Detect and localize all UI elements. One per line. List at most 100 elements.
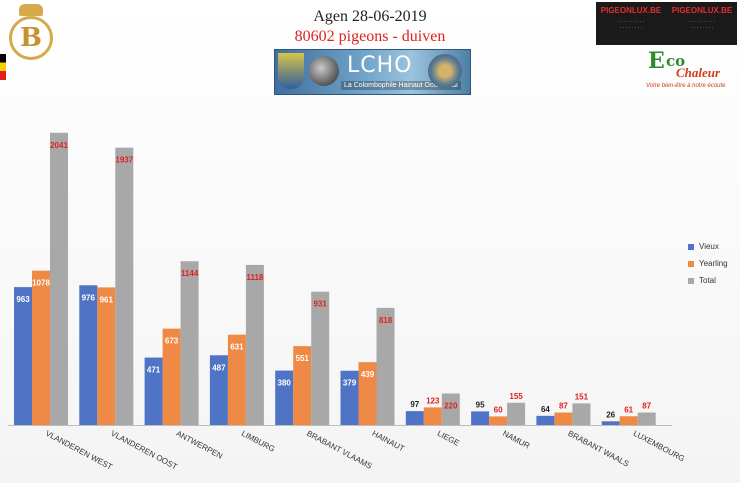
data-label-yearling-antwerpen: 673 bbox=[165, 337, 179, 346]
bar-total-brabant-vlaams bbox=[311, 291, 330, 425]
chart-legend: Vieux Yearling Total bbox=[688, 238, 728, 289]
advert-brand-left: PIGEONLUX.BE bbox=[600, 6, 662, 15]
ecochaleur-logo[interactable]: E co Chaleur Votre bien-être à notre éco… bbox=[646, 48, 740, 92]
advert-panel-left: PIGEONLUX.BE · · · · · · · · · · · · · · … bbox=[598, 6, 664, 42]
bar-yearling-vlanderen-oost bbox=[97, 287, 116, 425]
data-label-vieux-vlanderen-west: 963 bbox=[16, 295, 30, 304]
data-label-total-brabant-vlaams: 931 bbox=[314, 300, 328, 309]
legend-swatch-yearling bbox=[688, 260, 694, 267]
bar-total-vlanderen-west bbox=[50, 132, 68, 425]
legend-label-vieux: Vieux bbox=[699, 242, 719, 251]
bar-total-liege bbox=[441, 393, 460, 425]
legend-item-total: Total bbox=[688, 272, 728, 289]
legend-swatch-total bbox=[688, 277, 694, 284]
legend-label-total: Total bbox=[699, 276, 716, 285]
eco-letters-co: co bbox=[666, 52, 686, 70]
bar-yearling-namur bbox=[489, 416, 508, 425]
data-label-total-antwerpen: 1144 bbox=[181, 269, 199, 278]
data-label-vieux-antwerpen: 471 bbox=[147, 366, 161, 375]
x-tick-label-limburg: LIMBURG bbox=[240, 429, 276, 454]
data-label-vieux-luxembourg: 26 bbox=[606, 410, 615, 419]
data-label-yearling-limburg: 631 bbox=[230, 343, 244, 352]
data-label-total-namur: 155 bbox=[509, 392, 523, 401]
lcho-logo-subtext: La Colombophile Hainaut Occidental bbox=[341, 81, 461, 90]
coat-of-arms-icon bbox=[278, 53, 304, 89]
chart-title: Agen 28-06-2019 bbox=[313, 8, 427, 25]
legend-item-vieux: Vieux bbox=[688, 238, 728, 255]
bar-total-vlanderen-oost bbox=[115, 147, 134, 426]
x-tick-label-antwerpen: ANTWERPEN bbox=[175, 429, 225, 461]
chart-subtitle: 80602 pigeons - duiven bbox=[294, 28, 446, 45]
data-label-total-vlanderen-oost: 1937 bbox=[115, 156, 133, 165]
legend-item-yearling: Yearling bbox=[688, 255, 728, 272]
belgian-flag-stripe bbox=[0, 54, 6, 80]
data-label-total-liege: 220 bbox=[444, 402, 458, 411]
bar-vieux-vlanderen-oost bbox=[79, 285, 98, 425]
data-label-yearling-vlanderen-oost: 961 bbox=[100, 295, 114, 304]
data-label-vieux-namur: 95 bbox=[476, 400, 485, 409]
bar-vieux-brabant-waals bbox=[536, 415, 555, 425]
x-tick-label-liege: LIEGE bbox=[436, 429, 461, 448]
data-label-vieux-brabant-waals: 64 bbox=[541, 405, 550, 414]
lcho-banner: LCHO La Colombophile Hainaut Occidental bbox=[274, 49, 471, 95]
x-tick-label-namur: NAMUR bbox=[501, 429, 531, 451]
bar-yearling-vlanderen-west bbox=[32, 270, 50, 425]
advert-fineprint-right: · · · · · · · · · · · · · · · · · bbox=[688, 19, 716, 31]
eco-tagline: Votre bien-être à notre écoute bbox=[646, 83, 726, 89]
bar-yearling-liege bbox=[423, 407, 442, 425]
x-tick-label-brabant-waals: BRABANT WAALS bbox=[566, 429, 630, 469]
x-tick-label-vlanderen-west: VLANDEREN WEST bbox=[44, 429, 114, 472]
bar-vieux-antwerpen bbox=[144, 357, 163, 425]
data-label-yearling-brabant-waals: 87 bbox=[559, 402, 568, 411]
pigeon-icon bbox=[309, 56, 339, 86]
eco-chaleur-word: Chaleur bbox=[676, 65, 721, 80]
x-tick-label-vlanderen-oost: VLANDEREN OOST bbox=[109, 429, 178, 472]
data-label-total-vlanderen-west: 2041 bbox=[50, 141, 68, 150]
pigeon-eye-icon bbox=[428, 54, 462, 88]
bar-vieux-vlanderen-west bbox=[14, 287, 32, 425]
data-label-vieux-brabant-vlaams: 380 bbox=[278, 379, 292, 388]
bar-yearling-antwerpen bbox=[162, 328, 181, 425]
x-tick-label-luxembourg: LUXEMBOURG bbox=[632, 429, 686, 464]
eco-letter-e: E bbox=[648, 48, 665, 74]
advert-fineprint-left: · · · · · · · · · · · · · · · · · bbox=[617, 19, 645, 31]
bar-yearling-luxembourg bbox=[619, 416, 638, 425]
data-label-vieux-vlanderen-oost: 976 bbox=[82, 293, 96, 302]
data-label-yearling-luxembourg: 61 bbox=[624, 405, 633, 414]
x-tick-label-brabant-vlaams: BRABANT VLAAMS bbox=[305, 429, 373, 471]
crown-icon bbox=[19, 4, 43, 16]
bar-yearling-brabant-vlaams bbox=[293, 346, 312, 425]
bar-total-brabant-waals bbox=[572, 403, 591, 425]
bar-yearling-hainaut bbox=[358, 362, 377, 425]
x-tick-label-hainaut: HAINAUT bbox=[371, 429, 406, 453]
bar-total-antwerpen bbox=[180, 261, 199, 425]
bar-total-namur bbox=[507, 402, 526, 425]
data-label-total-brabant-waals: 151 bbox=[575, 392, 589, 401]
bar-vieux-luxembourg bbox=[601, 421, 620, 425]
advert-brand-right: PIGEONLUX.BE bbox=[671, 6, 733, 15]
data-label-total-luxembourg: 87 bbox=[642, 402, 651, 411]
data-label-vieux-hainaut: 379 bbox=[343, 379, 357, 388]
data-label-yearling-vlanderen-west: 1078 bbox=[32, 279, 50, 288]
bar-total-limburg bbox=[245, 264, 264, 425]
bar-vieux-limburg bbox=[209, 355, 228, 425]
bar-vieux-brabant-vlaams bbox=[275, 370, 294, 425]
pigeonlux-advert[interactable]: PIGEONLUX.BE · · · · · · · · · · · · · · … bbox=[596, 2, 737, 45]
data-label-yearling-namur: 60 bbox=[494, 405, 503, 414]
legend-swatch-vieux bbox=[688, 243, 694, 250]
advert-panel-right: PIGEONLUX.BE · · · · · · · · · · · · · · … bbox=[669, 6, 735, 42]
bar-total-luxembourg bbox=[637, 412, 656, 425]
belgian-crown-logo: B bbox=[4, 4, 58, 66]
badge-letter: B bbox=[9, 16, 53, 60]
data-label-total-hainaut: 818 bbox=[379, 316, 393, 325]
data-label-yearling-brabant-vlaams: 551 bbox=[296, 354, 310, 363]
bar-total-hainaut bbox=[376, 307, 395, 425]
data-label-vieux-liege: 97 bbox=[410, 400, 419, 409]
bar-vieux-namur bbox=[471, 411, 490, 425]
bar-yearling-limburg bbox=[227, 334, 246, 425]
legend-label-yearling: Yearling bbox=[699, 259, 728, 268]
bar-vieux-liege bbox=[405, 411, 424, 425]
data-label-vieux-limburg: 487 bbox=[212, 363, 226, 372]
data-label-yearling-liege: 123 bbox=[426, 396, 440, 405]
